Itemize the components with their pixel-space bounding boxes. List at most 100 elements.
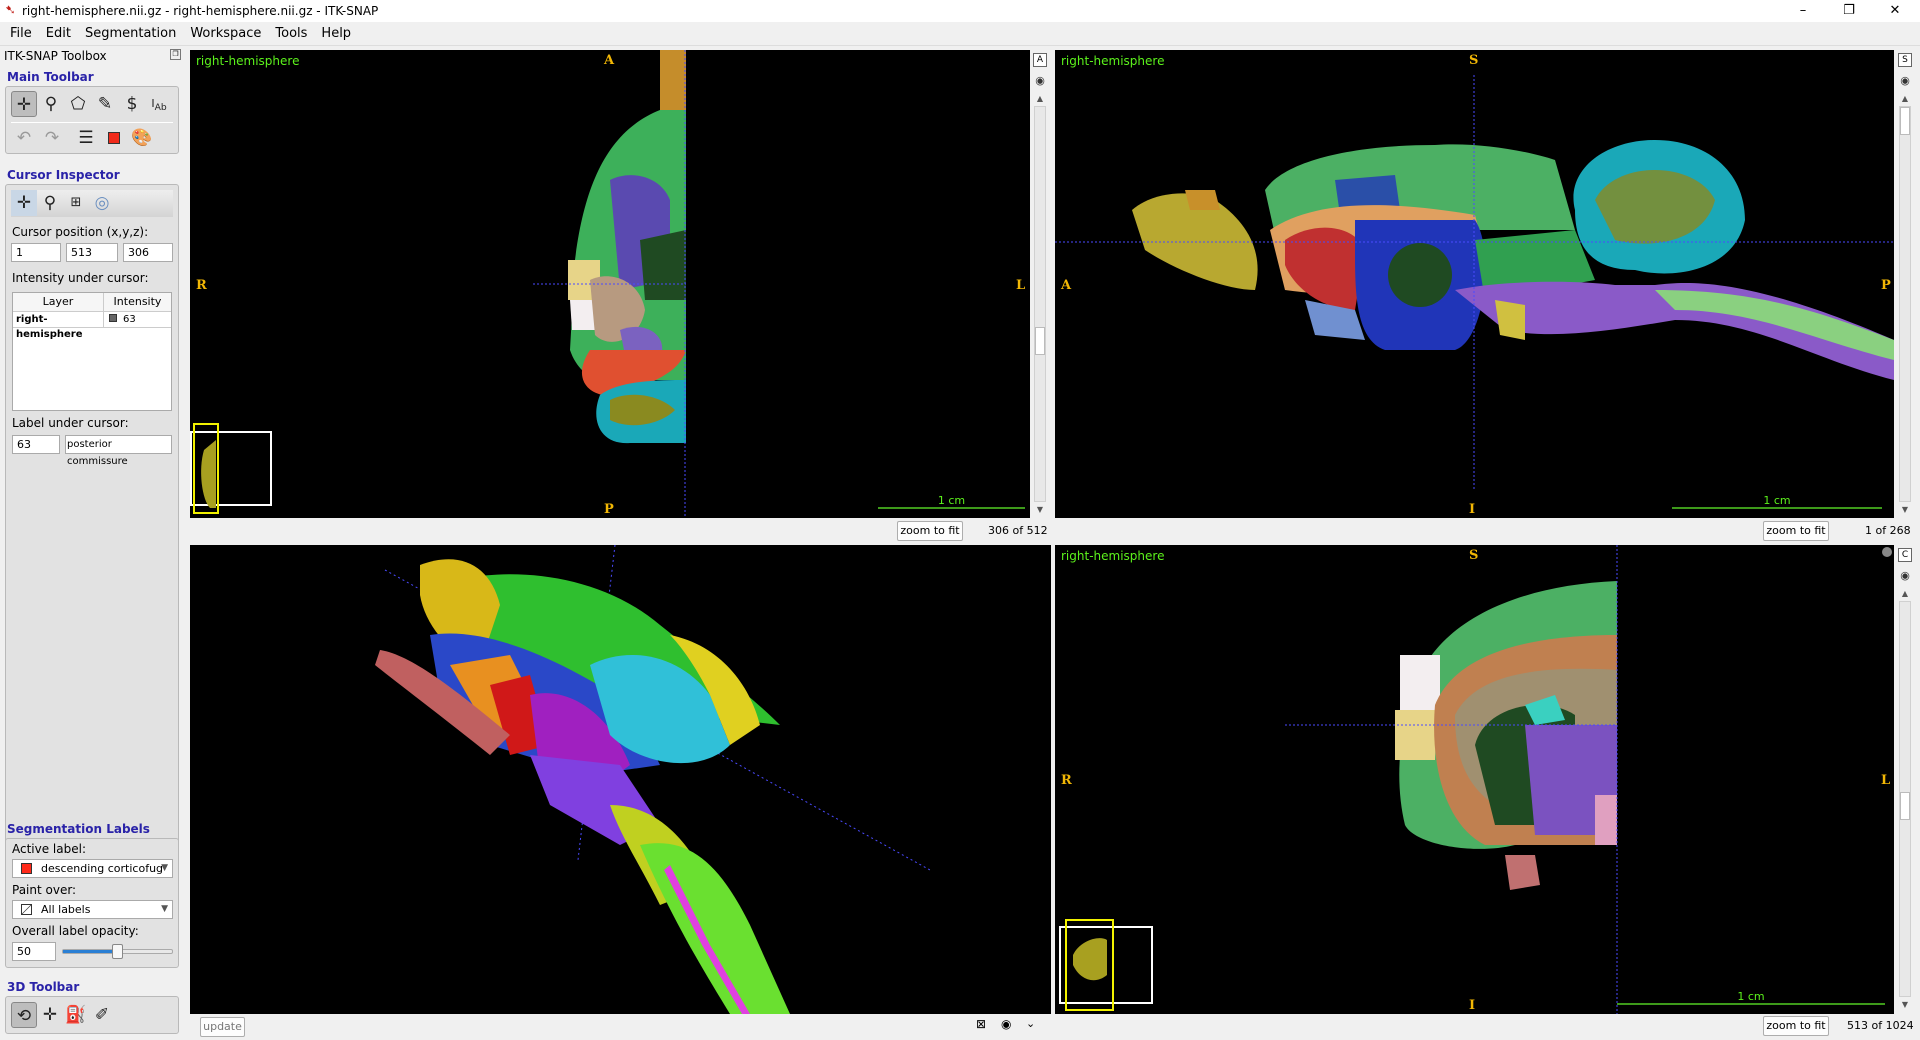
orientation-top: A	[604, 53, 615, 68]
menu-help[interactable]: Help	[321, 26, 352, 41]
layer-name: right-hemisphere	[13, 312, 104, 340]
zoom-to-fit-button[interactable]: zoom to fit	[1763, 1016, 1829, 1036]
axial-layout-button[interactable]: A	[1033, 53, 1047, 67]
layers-icon[interactable]: ☰	[78, 128, 94, 148]
slice-scrollbar[interactable]	[1899, 106, 1911, 502]
scale-bar: 1 cm	[1672, 494, 1882, 509]
snake-tool-icon[interactable]: $	[126, 94, 138, 114]
scroll-up-icon[interactable]: ▲	[1036, 94, 1044, 103]
label-under-cursor-caption: Label under cursor:	[12, 416, 129, 430]
slice-scrollbar-handle[interactable]	[1900, 107, 1910, 135]
paint-over-dropdown[interactable]: All labels ▼	[12, 900, 173, 919]
zoom-to-fit-button[interactable]: zoom to fit	[897, 521, 963, 541]
crosshair-3d-icon[interactable]: ✛	[42, 1005, 58, 1025]
zoom-to-fit-button[interactable]: zoom to fit	[1763, 521, 1829, 541]
slice-scrollbar-handle[interactable]	[1035, 327, 1045, 355]
crosshair-mode-icon[interactable]: ✛	[11, 190, 37, 216]
camera-icon[interactable]: ◉	[1900, 569, 1910, 582]
color-palette-icon[interactable]: 🎨	[131, 128, 153, 148]
menu-workspace[interactable]: Workspace	[190, 26, 262, 41]
zoom-tool-icon[interactable]: ⚲	[44, 94, 58, 114]
paint-over-caption: Paint over:	[12, 883, 77, 897]
coronal-layout-button[interactable]: C	[1898, 548, 1912, 562]
update-button[interactable]: update	[200, 1017, 245, 1037]
active-label-dropdown[interactable]: descending corticofug ▼	[12, 859, 173, 878]
menu-segmentation[interactable]: Segmentation	[84, 26, 177, 41]
thumbnail-zoom-box[interactable]	[193, 423, 219, 514]
scroll-down-icon[interactable]: ▼	[1036, 505, 1044, 514]
thumbnail-viewport[interactable]	[190, 431, 272, 506]
orientation-left: R	[196, 278, 207, 293]
slice-scrollbar-handle[interactable]	[1900, 792, 1910, 820]
scroll-down-icon[interactable]: ▼	[1901, 1000, 1909, 1009]
scroll-down-icon[interactable]: ▼	[1901, 505, 1909, 514]
opacity-slider-handle[interactable]	[111, 944, 123, 959]
menu-file[interactable]: File	[10, 26, 32, 41]
coronal-view-sidebar: C ◉ ▲ ▼	[1895, 545, 1915, 1014]
active-label-color-icon	[21, 863, 32, 874]
layer-title: right-hemisphere	[1061, 549, 1165, 563]
chevron-down-icon[interactable]: ⌄	[1026, 1017, 1036, 1030]
cursor-inspector-heading: Cursor Inspector	[7, 168, 120, 182]
polygon-tool-icon[interactable]: ⬠	[70, 94, 86, 114]
scalpel-icon[interactable]: ✐	[94, 1005, 110, 1025]
sync-broadcast-icon[interactable]: ◎	[94, 193, 110, 213]
camera-icon[interactable]: ◉	[1001, 1017, 1012, 1031]
cursor-x-field[interactable]: 1	[11, 243, 61, 262]
all-labels-icon	[21, 904, 32, 915]
sagittal-layout-button[interactable]: S	[1898, 53, 1912, 67]
column-header-intensity[interactable]: Intensity	[113, 295, 162, 308]
annotation-tool-icon[interactable]: IAb	[151, 97, 167, 114]
sagittal-view[interactable]: right-hemisphere S I A P 1 cm	[1055, 50, 1894, 518]
segmentation-labels-panel: Active label: descending corticofug ▼ Pa…	[5, 838, 179, 968]
scroll-up-icon[interactable]: ▲	[1901, 589, 1909, 598]
label-editor-icon[interactable]	[101, 125, 127, 151]
opacity-slider[interactable]	[62, 944, 173, 959]
column-header-layer[interactable]: Layer	[13, 293, 104, 311]
crosshair-tool-icon[interactable]: ✛	[11, 91, 37, 117]
table-row[interactable]: right-hemisphere 63	[13, 312, 171, 340]
thumbnail-zoom-box[interactable]	[1065, 919, 1114, 1011]
orientation-bottom: P	[604, 502, 614, 517]
camera-icon[interactable]: ◉	[1035, 74, 1045, 87]
cursor-z-field[interactable]: 306	[123, 243, 173, 262]
coronal-view[interactable]: right-hemisphere S I R L 1 cm	[1055, 545, 1894, 1014]
zoom-mode-icon[interactable]: ⚲	[43, 193, 57, 213]
maximize-button[interactable]: ❐	[1843, 3, 1855, 18]
thumbnail-viewport[interactable]	[1059, 926, 1153, 1004]
chevron-down-icon: ▼	[161, 863, 168, 873]
active-label-caption: Active label:	[12, 842, 86, 856]
segmentation-labels-heading: Segmentation Labels	[7, 822, 150, 836]
cursor-y-field[interactable]: 513	[66, 243, 118, 262]
menu-tools[interactable]: Tools	[275, 26, 308, 41]
undo-icon[interactable]: ↶	[16, 128, 32, 148]
scroll-up-icon[interactable]: ▲	[1901, 94, 1909, 103]
camera-icon[interactable]: ◉	[1900, 74, 1910, 87]
axial-slice-image	[190, 50, 686, 518]
coronal-slice-image	[1059, 545, 1892, 1014]
grid-layout-icon[interactable]: ⊞	[70, 195, 82, 210]
axial-view[interactable]: right-hemisphere A P R L 1 cm	[190, 50, 1030, 518]
chevron-down-icon: ▼	[161, 904, 168, 914]
cursor-position-label: Cursor position (x,y,z):	[12, 225, 149, 239]
view-options-icon[interactable]	[1882, 547, 1892, 557]
orientation-left: A	[1061, 278, 1072, 293]
opacity-field[interactable]: 50	[12, 942, 56, 961]
slice-scrollbar[interactable]	[1899, 601, 1911, 997]
toolbox-title: ITK-SNAP Toolbox	[4, 49, 107, 63]
label-id-field[interactable]: 63	[12, 435, 60, 454]
paintbrush-tool-icon[interactable]: ✎	[97, 94, 113, 114]
3d-render-view[interactable]	[190, 545, 1051, 1014]
layout-icon[interactable]: ⊠	[976, 1017, 987, 1031]
slice-scrollbar[interactable]	[1034, 106, 1046, 502]
menu-edit[interactable]: Edit	[45, 26, 71, 41]
close-button[interactable]: ✕	[1889, 3, 1901, 18]
redo-icon[interactable]: ↷	[44, 128, 60, 148]
undock-icon[interactable]: ❐	[170, 49, 181, 60]
minimize-button[interactable]: –	[1799, 3, 1807, 18]
label-name-field[interactable]: posterior commissure	[65, 435, 172, 467]
rotate-3d-icon[interactable]: ⟲	[11, 1002, 37, 1028]
spray-paint-icon[interactable]: ⛽	[65, 1005, 87, 1025]
orientation-right: L	[1016, 278, 1026, 293]
orientation-left: R	[1061, 773, 1072, 788]
